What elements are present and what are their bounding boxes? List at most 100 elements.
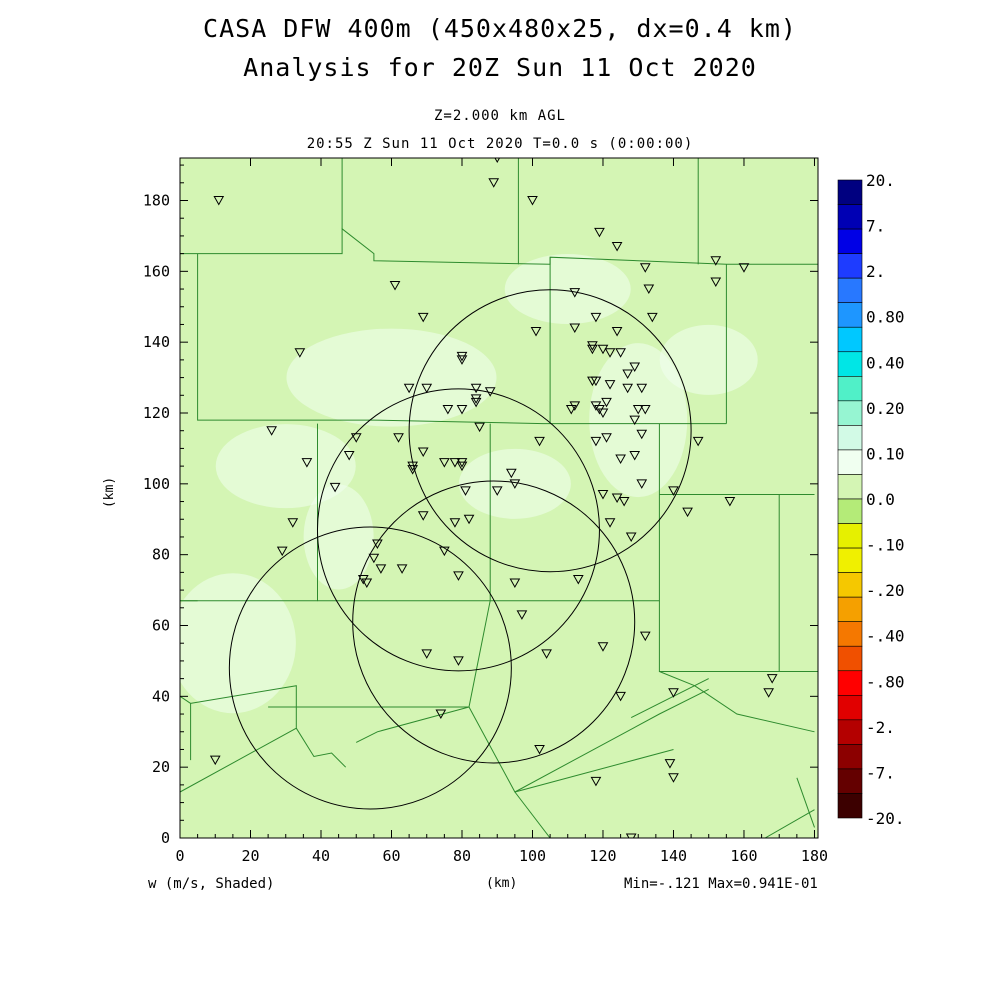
main-title: CASA DFW 400m (450x480x25, dx=0.4 km) bbox=[203, 14, 797, 43]
station-marker bbox=[393, 433, 404, 443]
station-marker bbox=[622, 383, 634, 394]
station-marker bbox=[629, 451, 641, 461]
y-tick-label: 120 bbox=[143, 404, 170, 422]
station-marker bbox=[439, 458, 450, 468]
station-marker bbox=[463, 514, 475, 525]
county-line bbox=[514, 688, 709, 793]
colorbar-swatch bbox=[837, 302, 863, 328]
station-marker bbox=[710, 277, 722, 287]
colorbar-label: 20. bbox=[866, 171, 895, 190]
colorbar-swatch bbox=[837, 474, 863, 500]
colorbar-swatch bbox=[837, 449, 863, 475]
station-marker bbox=[601, 397, 612, 408]
station-marker bbox=[763, 688, 775, 698]
y-axis-label: (km) bbox=[102, 476, 118, 509]
county-line bbox=[514, 791, 551, 838]
county-line bbox=[268, 600, 491, 708]
station-marker bbox=[456, 404, 468, 415]
station-marker bbox=[604, 380, 616, 390]
station-marker bbox=[639, 631, 651, 642]
radar-range-rings bbox=[228, 289, 692, 810]
colorbar-label: -.20 bbox=[866, 581, 905, 600]
county-line bbox=[694, 685, 815, 733]
station-marker bbox=[453, 571, 464, 581]
station-marker bbox=[615, 454, 626, 465]
x-tick-label: 160 bbox=[730, 847, 757, 865]
colorbar-swatch bbox=[837, 547, 863, 573]
y-tick-label: 20 bbox=[152, 758, 170, 776]
station-marker bbox=[766, 674, 778, 684]
x-tick-label: 20 bbox=[241, 847, 259, 865]
county-line bbox=[197, 253, 727, 425]
colorbar-label: 0.20 bbox=[866, 399, 905, 418]
colorbar-swatch bbox=[837, 425, 863, 451]
station-marker bbox=[601, 433, 612, 443]
x-tick-label: 80 bbox=[453, 847, 471, 865]
variable-label: w (m/s, Shaded) bbox=[148, 876, 275, 892]
colorbar-swatch bbox=[837, 768, 863, 794]
plot-frame bbox=[179, 157, 819, 839]
colorbar-label: -.80 bbox=[866, 672, 905, 691]
station-marker bbox=[530, 327, 542, 337]
station-marker bbox=[646, 312, 658, 323]
station-marker bbox=[470, 397, 482, 408]
station-marker bbox=[590, 376, 602, 387]
station-marker bbox=[604, 518, 616, 528]
station-marker bbox=[569, 288, 581, 298]
station-marker bbox=[629, 415, 641, 426]
station-marker bbox=[435, 709, 447, 720]
station-marker bbox=[668, 486, 679, 496]
shade-patch bbox=[659, 324, 758, 395]
colorbar-swatch bbox=[837, 645, 863, 672]
colorbar-label: 0.80 bbox=[866, 308, 905, 327]
station-marker bbox=[625, 833, 637, 838]
station-marker bbox=[692, 436, 704, 447]
county-line bbox=[764, 809, 815, 838]
county-line bbox=[180, 685, 297, 793]
station-marker bbox=[301, 458, 313, 468]
colorbar-swatch bbox=[837, 793, 863, 819]
x-tick-label: 180 bbox=[801, 847, 828, 865]
station-marker bbox=[213, 196, 225, 206]
colorbar-swatch bbox=[837, 572, 863, 598]
shade-patch bbox=[215, 424, 356, 509]
station-marker bbox=[442, 404, 454, 415]
station-marker bbox=[636, 383, 648, 394]
station-marker bbox=[372, 539, 383, 550]
colorbar-swatch bbox=[837, 351, 863, 377]
radar-ring bbox=[228, 526, 512, 810]
colorbar: 20. 7. 2. 0.80 0.40 0.20 0.10 0.0 -.10 -.20 -.40 -.… bbox=[837, 171, 905, 828]
station-marker bbox=[460, 486, 471, 496]
colorbar-swatch bbox=[837, 400, 863, 426]
colorbar-swatch bbox=[837, 695, 863, 721]
colorbar-label: -2. bbox=[866, 718, 895, 737]
station-marker bbox=[724, 497, 736, 507]
county-line bbox=[659, 671, 695, 687]
station-marker bbox=[407, 465, 418, 475]
y-axis: 0 20 40 60 80 100 120 140 160 180 bbox=[143, 164, 818, 847]
station-marker bbox=[329, 482, 341, 493]
station-marker bbox=[668, 773, 679, 783]
station-marker bbox=[474, 422, 485, 433]
station-marker bbox=[361, 578, 373, 589]
station-marker bbox=[516, 610, 528, 620]
station-marker bbox=[636, 429, 648, 440]
station-marker bbox=[565, 404, 577, 415]
station-marker bbox=[287, 518, 299, 528]
station-marker bbox=[738, 263, 750, 273]
min-max-label: Min=-.121 Max=0.941E-01 bbox=[624, 876, 818, 892]
station-marker bbox=[541, 649, 552, 659]
colorbar-swatch bbox=[837, 179, 863, 205]
station-marker bbox=[527, 196, 538, 206]
county-line bbox=[630, 678, 709, 719]
shade-patch bbox=[286, 328, 497, 427]
colorbar-swatch bbox=[837, 326, 863, 353]
colorbar-swatch bbox=[837, 204, 863, 230]
station-marker bbox=[636, 479, 648, 489]
y-tick-label: 140 bbox=[143, 333, 170, 351]
station-marker bbox=[488, 178, 500, 188]
level-subtitle: Z=2.000 km AGL bbox=[433, 108, 566, 124]
x-tick-label: 60 bbox=[382, 847, 400, 865]
station-marker bbox=[396, 564, 408, 574]
